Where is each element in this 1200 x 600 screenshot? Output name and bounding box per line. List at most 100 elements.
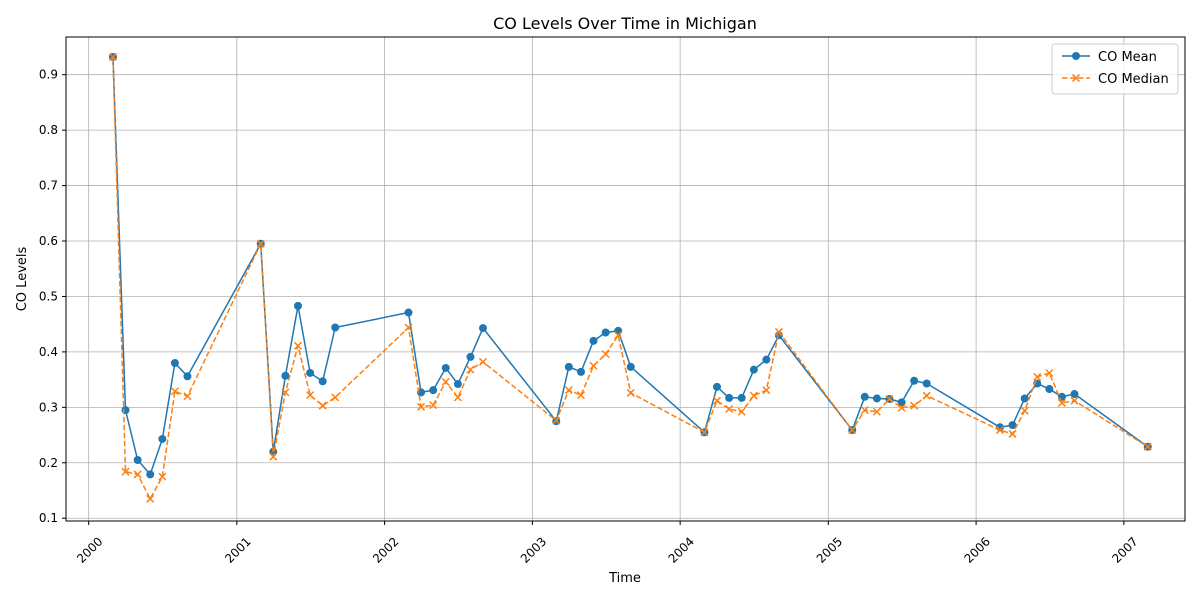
data-point-co-median <box>626 388 635 397</box>
data-point-co-median <box>995 426 1005 435</box>
data-point-co-mean <box>318 377 327 386</box>
data-point-co-mean <box>170 358 179 367</box>
data-point-co-median <box>725 404 734 414</box>
data-point-co-median <box>1143 442 1152 451</box>
data-point-co-median <box>158 472 167 481</box>
x-tick-label: 2006 <box>962 534 993 565</box>
series-line-co-median <box>112 56 1149 500</box>
data-point-co-mean <box>576 367 585 376</box>
data-point-co-median <box>737 407 746 416</box>
data-point-co-median <box>1057 398 1066 407</box>
data-point-co-mean <box>860 392 869 401</box>
data-point-co-median <box>306 391 315 400</box>
y-tick-label: 0.9 <box>39 68 58 82</box>
data-point-co-mean <box>1020 394 1029 403</box>
data-point-co-mean <box>725 393 734 402</box>
data-point-co-median <box>404 323 413 332</box>
data-point-co-median <box>712 396 722 405</box>
data-point-co-mean <box>1008 421 1017 430</box>
data-point-co-median <box>478 357 488 366</box>
data-point-co-median <box>1070 396 1079 405</box>
data-point-co-median <box>1033 372 1042 381</box>
data-point-co-median <box>466 365 475 374</box>
data-point-co-median <box>331 393 340 402</box>
y-tick-label: 0.3 <box>39 400 58 414</box>
data-point-co-mean <box>306 368 315 377</box>
data-point-co-median <box>281 388 290 397</box>
legend-label-median: CO Median <box>1098 72 1169 87</box>
data-point-co-median <box>774 327 783 336</box>
data-point-co-mean <box>331 323 340 332</box>
data-point-co-mean <box>626 362 635 371</box>
data-point-co-median <box>897 403 906 412</box>
data-point-co-median <box>576 391 585 400</box>
x-tick-label: 2003 <box>518 534 549 565</box>
data-point-co-median <box>885 394 894 404</box>
data-point-co-median <box>1008 429 1017 438</box>
y-tick-label: 0.5 <box>39 289 58 303</box>
data-point-co-median <box>183 392 192 401</box>
data-point-co-median <box>848 426 857 435</box>
x-tick-label: 2005 <box>814 534 845 565</box>
data-point-co-mean <box>183 372 192 381</box>
data-point-co-mean <box>564 362 573 371</box>
data-point-co-mean <box>910 376 919 385</box>
legend-marker-median <box>1071 73 1081 83</box>
data-point-co-mean <box>872 394 881 403</box>
data-point-co-median <box>860 406 869 415</box>
y-tick-label: 0.7 <box>39 179 58 193</box>
data-point-co-mean <box>281 371 290 380</box>
series-layer <box>108 52 1152 503</box>
data-point-co-mean <box>749 365 758 374</box>
data-point-co-median <box>614 331 623 340</box>
data-point-co-median <box>453 393 462 402</box>
y-tick-label: 0.2 <box>39 456 58 470</box>
x-tick-label: 2002 <box>370 534 401 565</box>
tick-layer: 0.1 0.2 0.3 0.4 0.5 0.6 0.7 0.8 0.9 2000 2001 2002 2… <box>39 68 1141 566</box>
data-point-co-median <box>146 494 155 503</box>
data-point-co-median <box>318 401 327 410</box>
data-point-co-median <box>133 470 142 479</box>
data-point-co-mean <box>146 470 155 479</box>
plot-frame <box>65 36 1186 522</box>
data-point-co-median <box>910 401 919 410</box>
data-point-co-median <box>564 386 573 395</box>
data-point-co-mean <box>601 328 610 337</box>
data-point-co-median <box>417 402 426 411</box>
data-point-co-median <box>108 52 117 61</box>
data-point-co-mean <box>478 324 487 333</box>
data-point-co-median <box>762 386 771 395</box>
data-point-co-median <box>1020 406 1029 415</box>
x-tick-label: 2000 <box>74 534 105 565</box>
data-point-co-mean <box>441 363 450 372</box>
y-tick-label: 0.1 <box>39 511 58 525</box>
data-point-co-median <box>293 341 303 350</box>
x-tick-label: 2004 <box>666 534 697 565</box>
y-axis-label: CO Levels <box>15 247 30 312</box>
data-point-co-median <box>269 452 278 461</box>
data-point-co-median <box>121 467 130 476</box>
data-point-co-mean <box>429 386 438 395</box>
data-point-co-mean <box>614 326 623 335</box>
x-tick-label: 2007 <box>1109 534 1140 565</box>
data-point-co-mean <box>293 301 302 310</box>
data-point-co-mean <box>897 398 906 407</box>
data-point-co-median <box>170 387 179 396</box>
data-point-co-median <box>700 428 709 437</box>
data-point-co-median <box>429 401 438 410</box>
y-tick-label: 0.8 <box>39 123 58 137</box>
data-point-co-mean <box>133 456 142 465</box>
data-point-co-median <box>749 391 758 400</box>
legend-label-mean: CO Mean <box>1098 50 1157 65</box>
series-line-co-mean <box>112 56 1149 476</box>
data-point-co-median <box>1045 368 1054 378</box>
data-point-co-mean <box>121 406 130 415</box>
y-tick-label: 0.4 <box>39 345 58 359</box>
data-point-co-median <box>552 416 561 425</box>
data-point-co-mean <box>404 308 413 317</box>
data-point-co-mean <box>466 352 475 361</box>
data-point-co-mean <box>589 336 598 345</box>
data-point-co-mean <box>1045 385 1054 394</box>
data-point-co-mean <box>762 355 771 364</box>
